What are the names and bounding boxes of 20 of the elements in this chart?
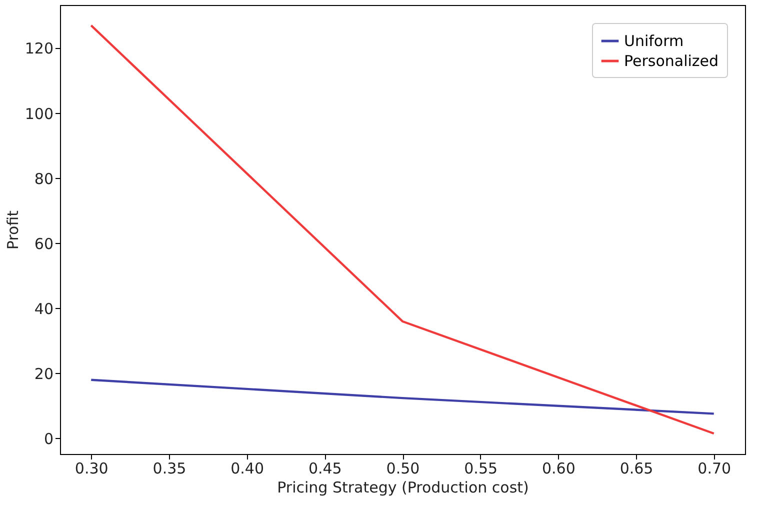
y-axis-title: Profit [4,210,22,250]
y-tick-label: 60 [34,234,54,253]
y-tick-label: 120 [24,40,54,58]
x-tick-label: 0.45 [308,460,342,478]
y-tick-label: 80 [34,170,54,188]
x-tick-label: 0.70 [698,460,732,478]
y-tick-label: 20 [34,364,54,383]
x-tick-label: 0.55 [464,460,498,478]
x-tick-label: 0.65 [620,460,654,478]
x-tick-label: 0.60 [542,460,576,478]
y-tick-label: 0 [44,430,54,448]
y-tick-label: 40 [34,300,54,318]
x-tick-label: 0.40 [230,460,264,478]
x-tick-label: 0.35 [152,460,186,478]
x-tick-label: 0.50 [386,460,420,478]
x-tick-label: 0.30 [74,460,108,478]
legend-label: Personalized [624,52,719,70]
legend-label: Uniform [624,32,684,50]
x-axis-title: Pricing Strategy (Production cost) [277,478,529,496]
y-tick-label: 100 [24,104,54,123]
